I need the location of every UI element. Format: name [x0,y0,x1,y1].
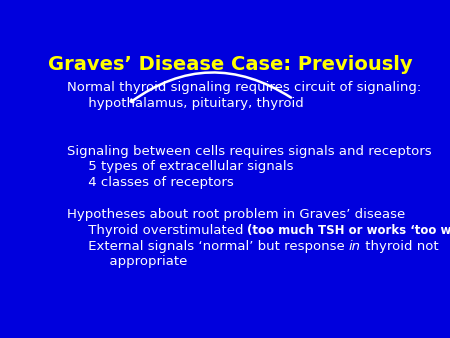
Text: thyroid not: thyroid not [361,240,438,253]
Text: Signaling between cells requires signals and receptors: Signaling between cells requires signals… [67,145,432,158]
Text: 5 types of extracellular signals: 5 types of extracellular signals [67,160,293,173]
Text: appropriate: appropriate [67,255,187,268]
Text: Graves’ Disease Case: Previously: Graves’ Disease Case: Previously [48,55,413,74]
Text: Hypotheses about root problem in Graves’ disease: Hypotheses about root problem in Graves’… [67,209,405,221]
Text: Normal thyroid signaling requires circuit of signaling:: Normal thyroid signaling requires circui… [67,81,421,94]
Text: External signals ‘normal’ but response: External signals ‘normal’ but response [67,240,349,253]
Text: (too much TSH or works ‘too well’): (too much TSH or works ‘too well’) [248,224,450,237]
Text: in: in [349,240,361,253]
Text: 4 classes of receptors: 4 classes of receptors [67,176,234,189]
Text: hypothalamus, pituitary, thyroid: hypothalamus, pituitary, thyroid [67,97,303,110]
Text: Thyroid overstimulated: Thyroid overstimulated [67,224,248,237]
